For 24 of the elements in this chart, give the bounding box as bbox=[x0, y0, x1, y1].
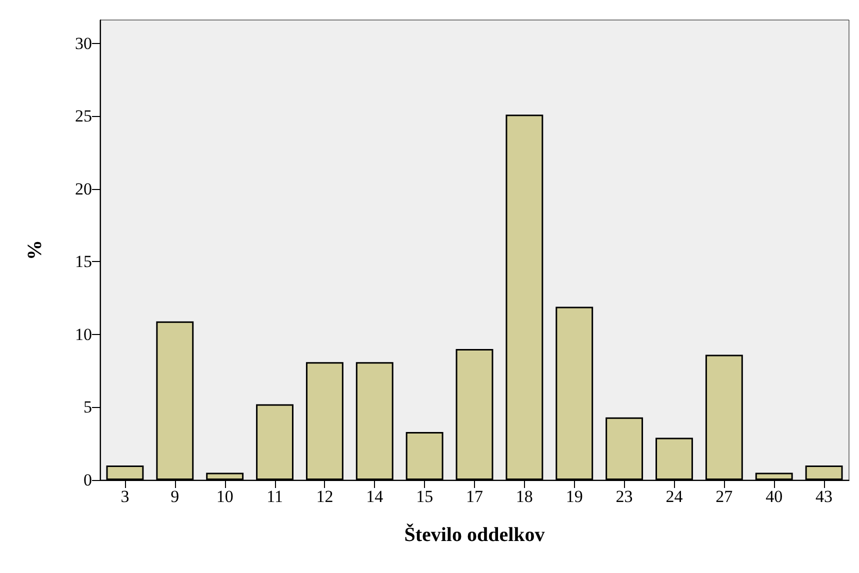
y-axis-title: % bbox=[24, 240, 46, 260]
x-tick-label: 23 bbox=[616, 487, 633, 506]
y-tick-label: 30 bbox=[75, 34, 92, 53]
x-tick-label: 3 bbox=[120, 487, 130, 506]
x-tick-label: 24 bbox=[666, 487, 684, 506]
x-axis-title: Število oddelkov bbox=[404, 523, 545, 546]
x-tick-label: 18 bbox=[516, 487, 533, 506]
y-tick-label: 10 bbox=[75, 324, 92, 344]
x-tick-label: 9 bbox=[170, 487, 180, 506]
y-tick-label: 25 bbox=[75, 106, 92, 126]
y-tick-label: 15 bbox=[75, 252, 92, 272]
y-tick-label: 20 bbox=[75, 179, 92, 198]
x-tick-label: 40 bbox=[766, 487, 783, 506]
x-tick-label: 27 bbox=[716, 487, 734, 506]
x-tick-label: 11 bbox=[266, 487, 283, 506]
x-tick-label: 10 bbox=[216, 487, 234, 506]
x-tick-label: 19 bbox=[566, 487, 583, 506]
x-tick-label: 12 bbox=[316, 487, 334, 506]
x-tick-label: 43 bbox=[816, 487, 833, 506]
y-tick-label: 5 bbox=[84, 398, 92, 417]
x-tick-label: 15 bbox=[416, 487, 434, 506]
x-tick-label: 17 bbox=[466, 487, 484, 506]
y-tick-label: 0 bbox=[84, 470, 92, 490]
x-tick-label: 14 bbox=[366, 487, 384, 506]
